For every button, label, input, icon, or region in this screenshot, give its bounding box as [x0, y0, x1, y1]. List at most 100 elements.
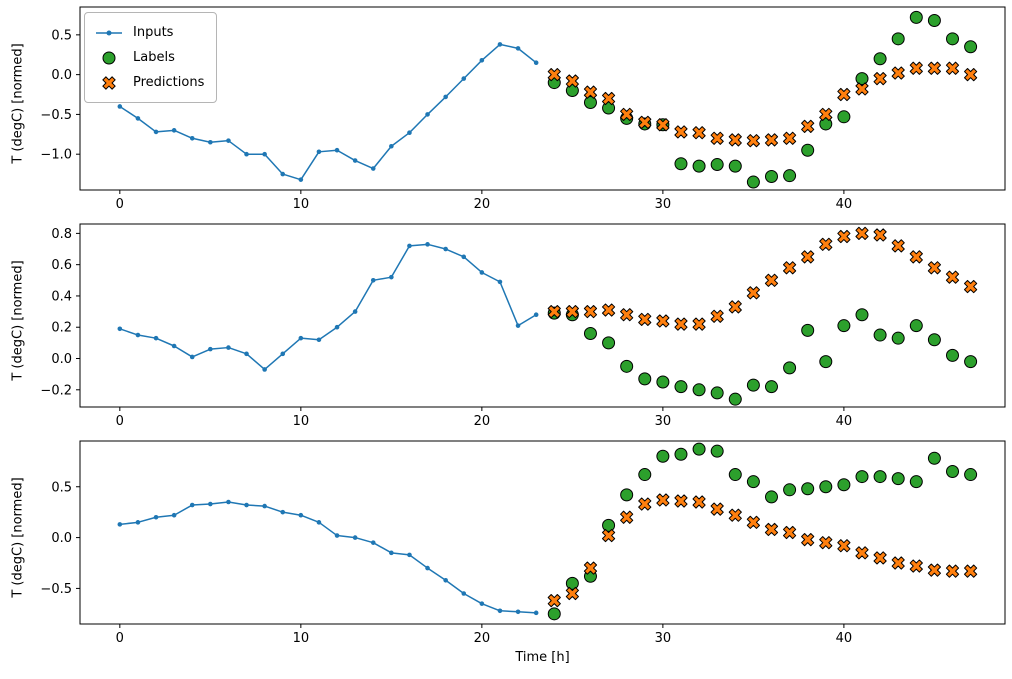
predictions-point — [927, 261, 942, 275]
predictions-point — [583, 85, 598, 99]
predictions-point — [909, 61, 923, 75]
predictions-point — [945, 564, 960, 578]
predictions-point — [620, 308, 634, 322]
predictions-point — [692, 317, 706, 331]
inputs-point — [135, 116, 141, 121]
inputs-point — [515, 323, 521, 328]
inputs-point — [407, 130, 412, 136]
subplot-1: 0 10 20 30 40 −1.0 −0.5 0.0 0.5 — [40, 6, 1006, 212]
labels-point — [656, 449, 670, 463]
labels-point — [891, 32, 905, 46]
predictions-point — [945, 61, 960, 75]
inputs-point — [370, 278, 376, 283]
predictions-point — [728, 133, 742, 147]
inputs-point — [117, 104, 123, 109]
inputs-point — [370, 166, 376, 171]
labels-point — [801, 143, 815, 157]
predictions-point — [782, 131, 797, 145]
labels-point — [746, 378, 760, 392]
inputs-point — [189, 135, 195, 141]
y-tick-label: 0.8 — [51, 227, 72, 242]
x-tick-label: 40 — [836, 631, 853, 646]
x-tick-label: 0 — [116, 631, 124, 646]
inputs-point — [389, 143, 394, 149]
labels-point — [746, 475, 760, 489]
inputs-point — [117, 522, 123, 527]
inputs-point — [280, 171, 286, 177]
inputs-point — [352, 535, 358, 540]
inputs-point — [298, 335, 304, 341]
x-tick-label: 30 — [655, 197, 672, 212]
labels-point — [783, 361, 797, 375]
inputs-point — [316, 149, 322, 155]
labels-point — [964, 468, 978, 482]
inputs-point — [370, 540, 376, 545]
predictions-point — [583, 304, 598, 319]
predictions-point — [964, 564, 978, 578]
predictions-point — [674, 494, 688, 508]
inputs-point — [461, 591, 467, 596]
legend: Inputs Labels Predictions — [84, 12, 218, 103]
labels-point — [783, 483, 797, 497]
x-tick-label: 20 — [474, 631, 491, 646]
labels-point — [855, 308, 869, 322]
predictions-point — [638, 312, 652, 327]
labels-point — [964, 40, 978, 54]
inputs-point — [189, 354, 195, 360]
predictions-x-icon — [102, 75, 116, 90]
predictions-point — [873, 228, 887, 242]
predictions-point — [782, 525, 797, 540]
inputs-point — [479, 601, 485, 606]
predictions-point — [547, 304, 561, 319]
labels-point — [946, 348, 960, 362]
predictions-point — [964, 68, 978, 82]
predictions-point — [891, 556, 905, 570]
ticks: 0 10 20 30 40 −1.0 −0.5 0.0 0.5 — [40, 28, 852, 212]
inputs-point — [153, 514, 159, 520]
labels-point — [674, 380, 688, 394]
x-tick-label: 40 — [836, 197, 853, 212]
labels-point — [620, 359, 634, 373]
predictions-series — [547, 226, 978, 331]
legend-circle — [102, 51, 116, 64]
ylabel-subplot-2: T (degC) [normed] — [0, 260, 88, 380]
predictions-point — [746, 134, 760, 148]
y-tick-label: 0.4 — [51, 289, 72, 304]
predictions-point — [764, 133, 779, 147]
inputs-series — [117, 242, 539, 372]
legend-item-predictions: Predictions — [94, 70, 204, 95]
predictions-point — [656, 118, 670, 132]
x-tick-label: 0 — [116, 414, 124, 429]
inputs-point — [533, 60, 539, 65]
labels-point — [837, 319, 851, 333]
inputs-point — [153, 129, 159, 135]
legend-item-labels: Labels — [94, 45, 204, 70]
predictions-point — [638, 497, 652, 511]
y-tick-label: 0.2 — [51, 321, 72, 336]
inputs-point — [407, 552, 412, 558]
axes-frame — [79, 223, 1006, 408]
labels-point — [656, 375, 670, 389]
labels-point — [674, 447, 688, 461]
labels-point — [927, 333, 941, 347]
inputs-point — [280, 351, 286, 357]
predictions-point — [801, 119, 815, 133]
labels-point — [909, 475, 923, 489]
labels-point — [728, 392, 742, 406]
inputs-series — [117, 42, 539, 182]
labels-point — [764, 490, 778, 504]
labels-point — [638, 372, 652, 386]
predictions-point — [601, 528, 616, 543]
predictions-point — [710, 131, 724, 145]
inputs-point — [171, 343, 177, 349]
inputs-point — [334, 533, 340, 538]
predictions-point — [692, 495, 706, 509]
ylabel-subplot-3: T (degC) [normed] — [0, 477, 88, 597]
predictions-point — [656, 314, 670, 328]
labels-point — [801, 482, 815, 496]
inputs-point — [226, 138, 231, 143]
inputs-point — [425, 565, 430, 571]
legend-x-marker — [102, 75, 116, 90]
predictions-point — [764, 273, 779, 287]
